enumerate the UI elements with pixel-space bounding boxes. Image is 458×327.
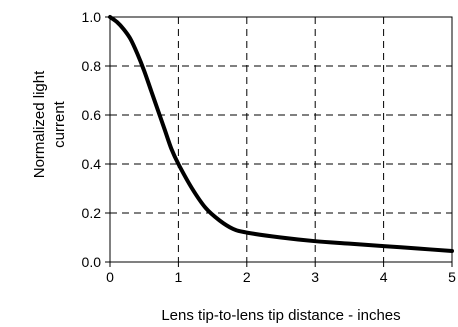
y-axis-title-line-2: current	[51, 100, 68, 148]
ticks: 0 1 2 3 4 5 0.0 0.2 0.4 0.6 0.8 1.0	[82, 9, 457, 285]
y-tick-label: 0.6	[82, 107, 102, 123]
x-tick-label: 0	[106, 269, 114, 285]
x-tick-label: 4	[380, 269, 388, 285]
grid	[110, 17, 452, 262]
x-tick-label: 5	[448, 269, 456, 285]
y-tick-label: 0.0	[82, 254, 102, 270]
x-axis-title: Lens tip-to-lens tip distance - inches	[161, 307, 400, 324]
y-tick-label: 0.2	[82, 205, 102, 221]
y-tick-label: 0.8	[82, 58, 102, 74]
y-tick-label: 0.4	[82, 156, 102, 172]
x-tick-label: 2	[243, 269, 251, 285]
x-tick-label: 1	[175, 269, 183, 285]
y-axis-title-line-1: Normalized light	[31, 70, 48, 178]
x-tick-label: 3	[311, 269, 319, 285]
y-tick-label: 1.0	[82, 9, 102, 25]
plot-frame	[109, 16, 453, 263]
y-axis-title: Normalized light current	[31, 70, 68, 178]
series-line	[108, 15, 454, 253]
series	[108, 15, 454, 253]
